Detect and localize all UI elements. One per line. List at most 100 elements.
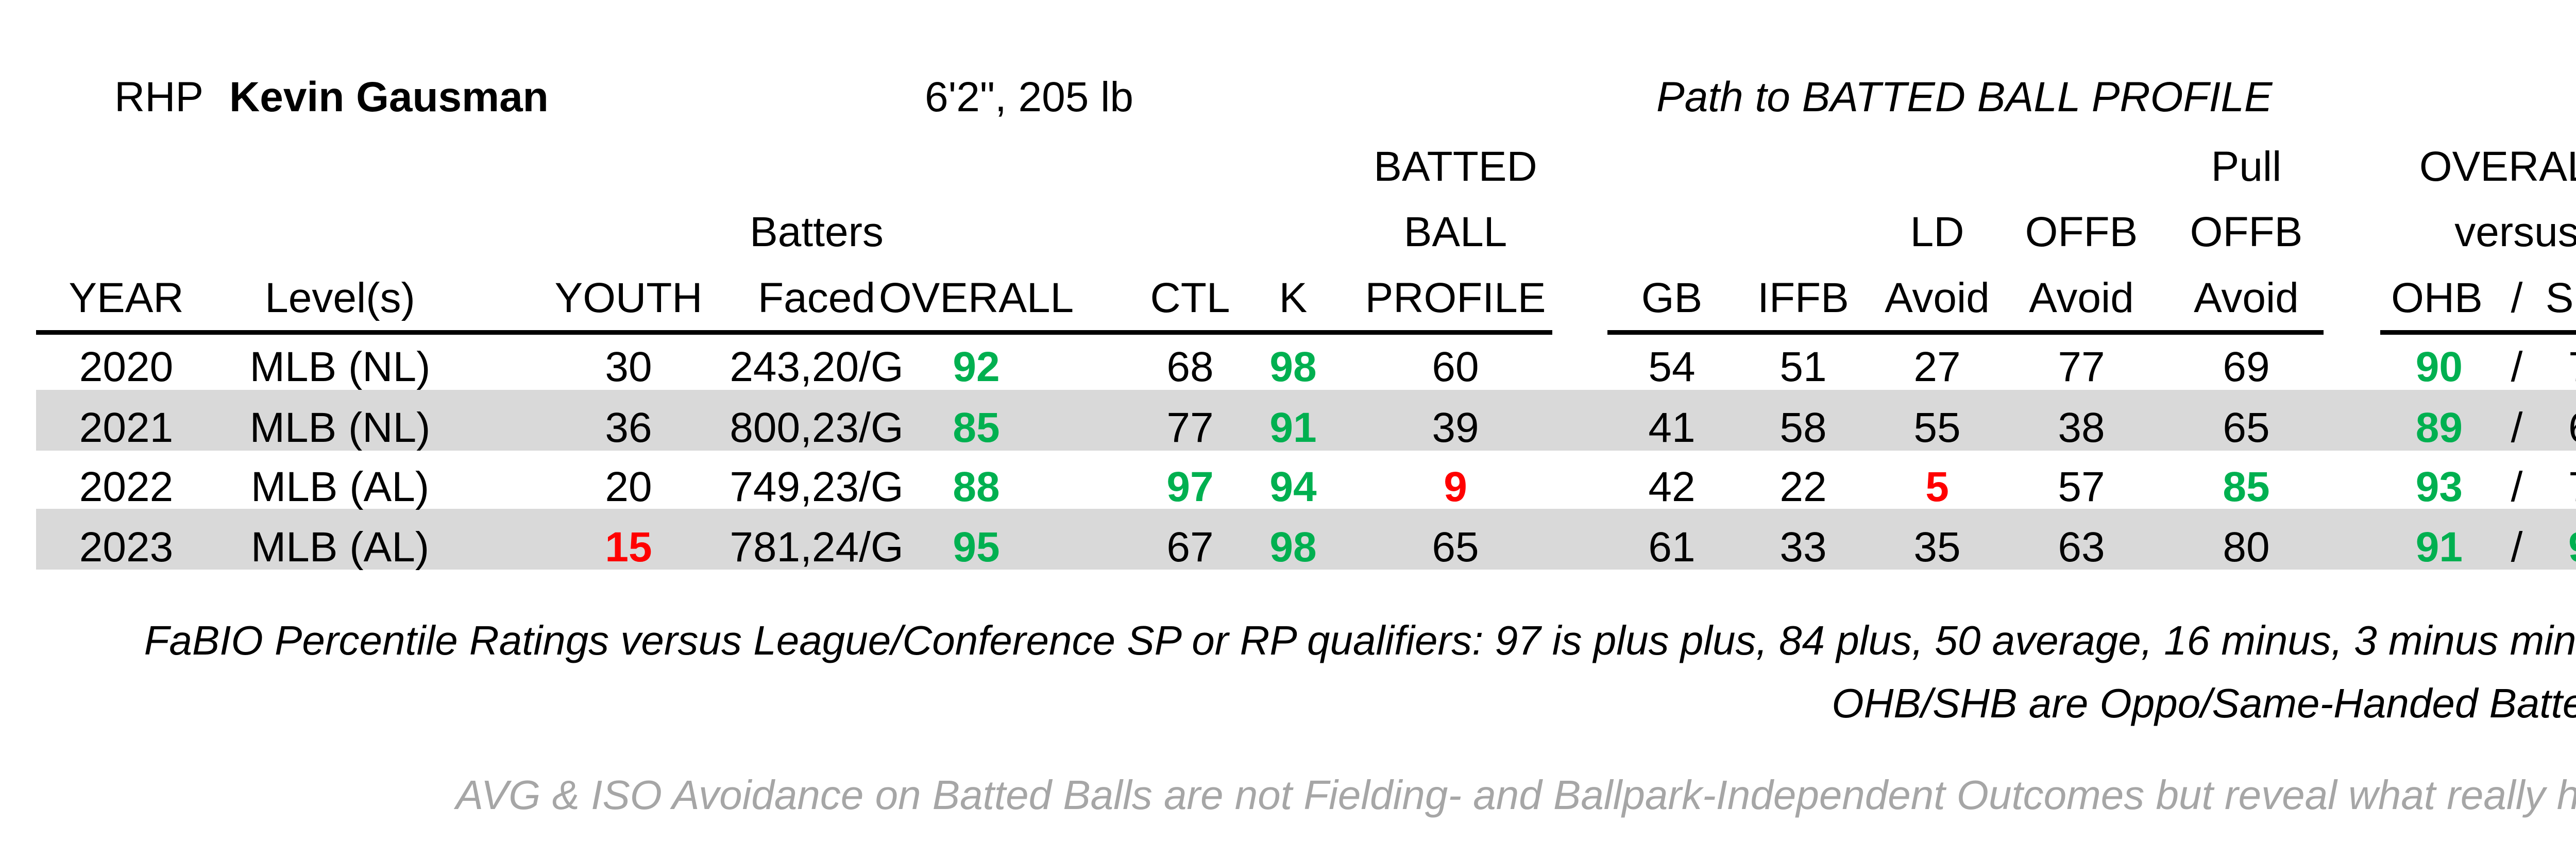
col-pull-line3: Avoid bbox=[2194, 274, 2299, 321]
header-rule-batted-ball bbox=[1607, 330, 2324, 335]
cell-ld-avoid: 5 bbox=[1925, 463, 1949, 510]
col-offb-line1: OFFB bbox=[2025, 209, 2138, 255]
cell-k: 98 bbox=[1269, 343, 1317, 390]
col-bbp-line3: PROFILE bbox=[1365, 274, 1546, 321]
cell-batted-ball-profile: 65 bbox=[1432, 524, 1479, 571]
footnote-handedness: OHB/SHB are Oppo/Same-Handed Batters bbox=[1832, 680, 2576, 726]
cell-iffb: 22 bbox=[1780, 463, 1827, 510]
cell-ohb: 90 bbox=[2415, 343, 2463, 390]
col-year: YEAR bbox=[69, 274, 184, 321]
cell-level: MLB (NL) bbox=[249, 343, 431, 390]
cell-youth: 20 bbox=[605, 463, 652, 510]
cell-batted-ball-profile: 60 bbox=[1432, 343, 1479, 390]
cell-batted-ball-profile: 39 bbox=[1432, 404, 1479, 451]
col-bbp-line2: BALL bbox=[1403, 209, 1507, 255]
cell-slash: / bbox=[2511, 404, 2523, 451]
cell-slash: / bbox=[2511, 524, 2523, 571]
cell-batters-faced: 781,24/G bbox=[730, 524, 904, 571]
cell-offb-avoid: 38 bbox=[2058, 404, 2105, 451]
cell-batters-faced: 800,23/G bbox=[730, 404, 904, 451]
cell-gb: 41 bbox=[1648, 404, 1696, 451]
row-band-2023 bbox=[36, 509, 2576, 570]
cell-gb: 61 bbox=[1648, 524, 1696, 571]
col-ohb: OHB bbox=[2391, 274, 2483, 321]
cell-pull-offb-avoid: 80 bbox=[2223, 524, 2270, 571]
col-ld-line2: Avoid bbox=[1885, 274, 1990, 321]
cell-youth: 36 bbox=[605, 404, 652, 451]
header-rule-handedness bbox=[2380, 330, 2576, 335]
cell-ctl: 68 bbox=[1166, 343, 1214, 390]
col-overall-versus-line2: versus bbox=[2454, 209, 2576, 255]
cell-batted-ball-profile: 9 bbox=[1444, 463, 1467, 510]
cell-offb-avoid: 63 bbox=[2058, 524, 2105, 571]
cell-slash: / bbox=[2511, 343, 2523, 390]
cell-shb: 79 bbox=[2568, 346, 2576, 388]
col-iffb: IFFB bbox=[1757, 274, 1849, 321]
col-offb-line2: Avoid bbox=[2029, 274, 2134, 321]
cell-ohb: 89 bbox=[2415, 404, 2463, 451]
cell-youth: 30 bbox=[605, 343, 652, 390]
cell-iffb: 51 bbox=[1780, 343, 1827, 390]
col-k: K bbox=[1279, 274, 1308, 321]
cell-batters-faced: 749,23/G bbox=[730, 463, 904, 510]
cell-ctl: 77 bbox=[1166, 404, 1214, 451]
cell-shb: 90 bbox=[2568, 526, 2576, 569]
row-band-2021 bbox=[36, 390, 2576, 451]
cell-gb: 42 bbox=[1648, 463, 1696, 510]
cell-pull-offb-avoid: 65 bbox=[2223, 404, 2270, 451]
col-overall: OVERALL bbox=[878, 274, 1074, 321]
cell-offb-avoid: 57 bbox=[2058, 463, 2105, 510]
cell-overall: 88 bbox=[953, 463, 1000, 510]
cell-overall: 92 bbox=[953, 343, 1000, 390]
cell-batters-faced: 243,20/G bbox=[730, 343, 904, 390]
col-youth: YOUTH bbox=[554, 274, 703, 321]
col-pull-line1: Pull bbox=[2211, 143, 2282, 190]
cell-ld-avoid: 55 bbox=[1913, 404, 1961, 451]
section-title: Path to BATTED BALL PROFILE bbox=[1656, 74, 2273, 121]
cell-level: MLB (NL) bbox=[249, 404, 431, 451]
cell-ld-avoid: 27 bbox=[1913, 343, 1961, 390]
cell-slash: / bbox=[2511, 463, 2523, 510]
cell-year: 2021 bbox=[79, 404, 174, 451]
cell-shb: 69 bbox=[2568, 407, 2576, 449]
cell-year: 2023 bbox=[79, 524, 174, 571]
cell-k: 91 bbox=[1269, 404, 1317, 451]
height-weight: 6'2", 205 lb bbox=[925, 74, 1133, 121]
cell-iffb: 58 bbox=[1780, 404, 1827, 451]
cell-year: 2022 bbox=[79, 463, 174, 510]
col-pull-line2: OFFB bbox=[2190, 209, 2303, 255]
cell-offb-avoid: 77 bbox=[2058, 343, 2105, 390]
col-ld-line1: LD bbox=[1910, 209, 1964, 255]
cell-year: 2020 bbox=[79, 343, 174, 390]
col-level: Level(s) bbox=[265, 274, 415, 321]
cell-pull-offb-avoid: 69 bbox=[2223, 343, 2270, 390]
header-rule-ratings bbox=[36, 330, 1552, 335]
cell-overall: 85 bbox=[953, 404, 1000, 451]
cell-overall: 95 bbox=[953, 524, 1000, 571]
cell-k: 98 bbox=[1269, 524, 1317, 571]
col-ctl: CTL bbox=[1150, 274, 1230, 321]
footnote-ratings: FaBIO Percentile Ratings versus League/C… bbox=[144, 617, 2576, 663]
cell-ctl: 97 bbox=[1166, 463, 1214, 510]
cell-level: MLB (AL) bbox=[250, 463, 430, 510]
cell-ld-avoid: 35 bbox=[1913, 524, 1961, 571]
cell-shb: 70 bbox=[2568, 466, 2576, 508]
col-overall-versus-line1: OVERALL bbox=[2419, 143, 2576, 190]
cell-pull-offb-avoid: 85 bbox=[2223, 463, 2270, 510]
cell-ctl: 67 bbox=[1166, 524, 1214, 571]
cell-gb: 54 bbox=[1648, 343, 1696, 390]
cell-ohb: 93 bbox=[2415, 463, 2463, 510]
col-batters-line2: Faced bbox=[758, 274, 875, 321]
footnote-avoidance: AVG & ISO Avoidance on Batted Balls are … bbox=[455, 772, 2576, 818]
position-label: RHP bbox=[114, 74, 204, 121]
col-bbp-line1: BATTED bbox=[1374, 143, 1537, 190]
player-name: Kevin Gausman bbox=[229, 74, 549, 121]
col-gb: GB bbox=[1641, 274, 1703, 321]
col-shb: SHB bbox=[2545, 274, 2576, 321]
cell-k: 94 bbox=[1269, 463, 1317, 510]
col-slash: / bbox=[2511, 274, 2523, 321]
cell-level: MLB (AL) bbox=[250, 524, 430, 571]
cell-ohb: 91 bbox=[2415, 524, 2463, 571]
cell-youth: 15 bbox=[605, 524, 652, 571]
cell-iffb: 33 bbox=[1780, 524, 1827, 571]
